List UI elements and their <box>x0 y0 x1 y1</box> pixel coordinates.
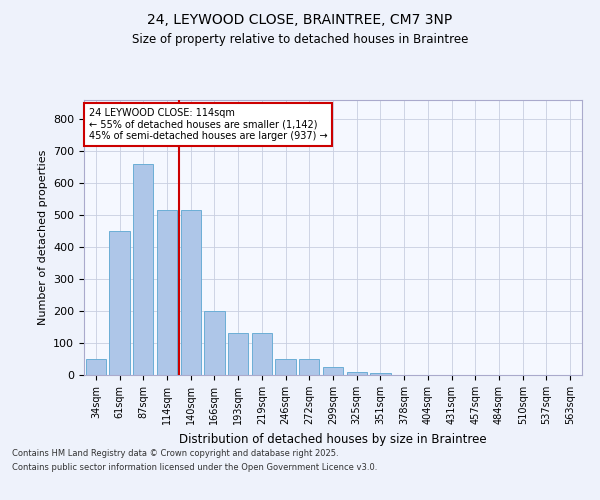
Text: Contains HM Land Registry data © Crown copyright and database right 2025.: Contains HM Land Registry data © Crown c… <box>12 448 338 458</box>
Bar <box>323 367 343 375</box>
X-axis label: Distribution of detached houses by size in Braintree: Distribution of detached houses by size … <box>179 432 487 446</box>
Bar <box>181 210 201 375</box>
Text: 24, LEYWOOD CLOSE, BRAINTREE, CM7 3NP: 24, LEYWOOD CLOSE, BRAINTREE, CM7 3NP <box>148 12 452 26</box>
Text: Size of property relative to detached houses in Braintree: Size of property relative to detached ho… <box>132 32 468 46</box>
Bar <box>347 372 367 375</box>
Bar <box>205 311 224 375</box>
Bar <box>370 374 391 375</box>
Bar <box>252 334 272 375</box>
Text: 24 LEYWOOD CLOSE: 114sqm
← 55% of detached houses are smaller (1,142)
45% of sem: 24 LEYWOOD CLOSE: 114sqm ← 55% of detach… <box>89 108 328 142</box>
Bar <box>275 359 296 375</box>
Y-axis label: Number of detached properties: Number of detached properties <box>38 150 47 325</box>
Bar <box>109 231 130 375</box>
Bar <box>133 164 154 375</box>
Bar <box>157 210 177 375</box>
Bar <box>299 359 319 375</box>
Bar <box>86 359 106 375</box>
Bar <box>228 334 248 375</box>
Text: Contains public sector information licensed under the Open Government Licence v3: Contains public sector information licen… <box>12 464 377 472</box>
